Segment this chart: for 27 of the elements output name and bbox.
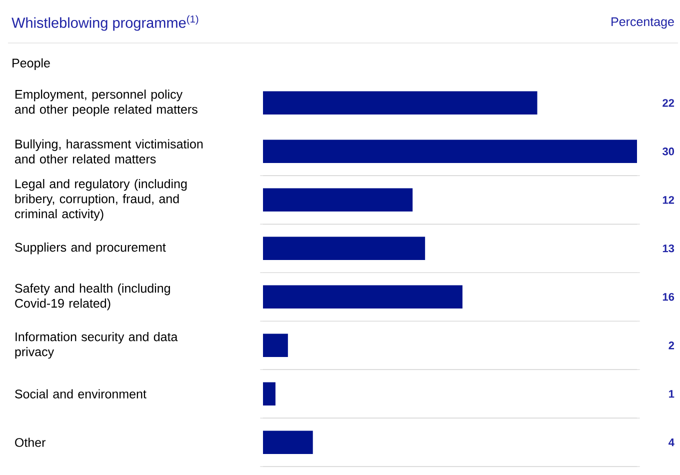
data-label: 12	[662, 196, 674, 204]
y-tick-label: Employment, personnel policy and other people related matters	[15, 90, 198, 116]
y-tick-label: Bullying, harassment victimisation and other related matters	[15, 139, 203, 164]
bar	[263, 285, 462, 309]
data-label: 2	[668, 342, 674, 350]
bar	[263, 430, 313, 454]
x-axis-title: Percentage	[612, 17, 674, 29]
bar	[263, 91, 538, 115]
bar	[263, 188, 413, 212]
y-tick-label: Social and environment	[15, 389, 146, 398]
bar	[263, 382, 276, 406]
data-label: 4	[668, 438, 674, 446]
bar	[263, 140, 637, 164]
y-tick-label: Safety and health (including Covid-19 related)	[15, 284, 170, 310]
data-label: 30	[662, 148, 674, 156]
text: Whistleblowing programme$^{(1)}$	[12, 15, 198, 31]
text: People	[12, 58, 50, 70]
data-label: 1	[669, 390, 674, 398]
y-tick-label: Information security and data privacy	[15, 332, 178, 359]
y-tick-label: Suppliers and procurement	[15, 242, 166, 254]
y-tick-label: Other	[15, 438, 46, 447]
data-label: 16	[662, 292, 674, 301]
data-label: 22	[662, 99, 674, 107]
y-tick-label: Legal and regulatory (including bribery, corruption, fraud, and criminal activity)	[15, 179, 187, 221]
data-label: 13	[662, 244, 674, 252]
bar	[263, 334, 288, 357]
bar	[263, 236, 426, 260]
